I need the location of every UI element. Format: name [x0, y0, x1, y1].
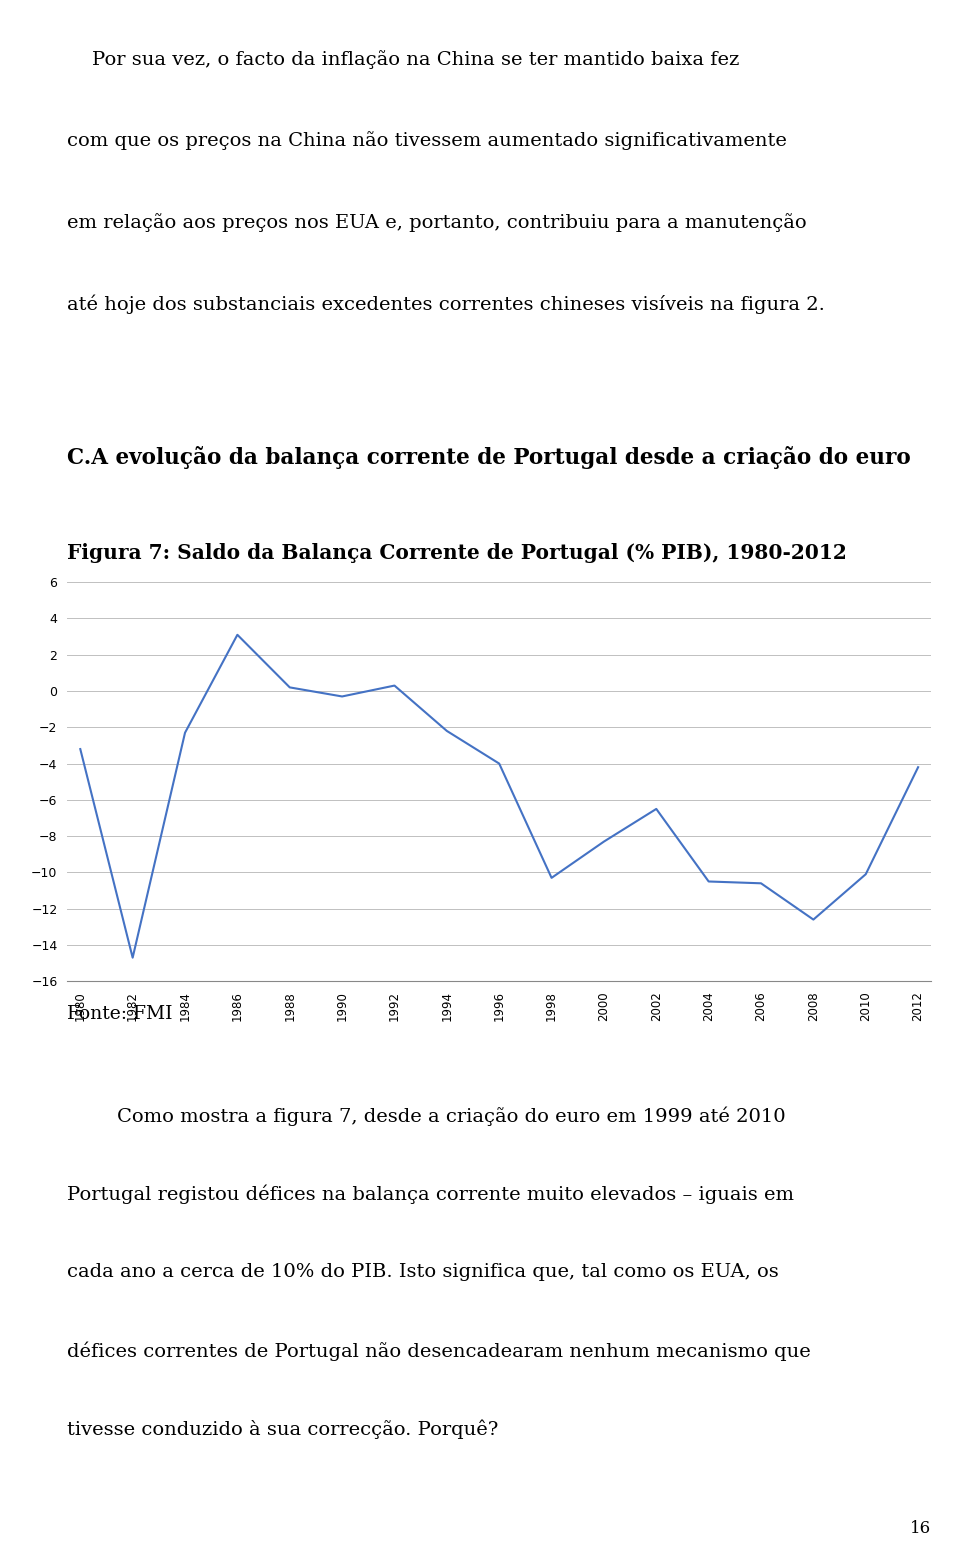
Text: Por sua vez, o facto da inflação na China se ter mantido baixa fez: Por sua vez, o facto da inflação na Chin…: [67, 50, 739, 69]
Text: Figura 7: Saldo da Balança Corrente de Portugal (% PIB), 1980-2012: Figura 7: Saldo da Balança Corrente de P…: [67, 543, 847, 563]
Text: Como mostra a figura 7, desde a criação do euro em 1999 até 2010: Como mostra a figura 7, desde a criação …: [67, 1106, 786, 1125]
Text: em relação aos preços nos EUA e, portanto, contribuiu para a manutenção: em relação aos preços nos EUA e, portant…: [67, 213, 806, 232]
Text: Portugal registou défices na balança corrente muito elevados – iguais em: Portugal registou défices na balança cor…: [67, 1185, 794, 1203]
Text: C.A evolução da balança corrente de Portugal desde a criação do euro: C.A evolução da balança corrente de Port…: [67, 446, 911, 470]
Text: défices correntes de Portugal não desencadearam nenhum mecanismo que: défices correntes de Portugal não desenc…: [67, 1341, 811, 1360]
Text: até hoje dos substanciais excedentes correntes chineses visíveis na figura 2.: até hoje dos substanciais excedentes cor…: [67, 294, 825, 313]
Text: tivesse conduzido à sua correcção. Porquê?: tivesse conduzido à sua correcção. Porqu…: [67, 1419, 498, 1438]
Text: 16: 16: [910, 1520, 931, 1537]
Text: Fonte: FMI: Fonte: FMI: [67, 1005, 173, 1024]
Text: cada ano a cerca de 10% do PIB. Isto significa que, tal como os EUA, os: cada ano a cerca de 10% do PIB. Isto sig…: [67, 1263, 779, 1282]
Text: com que os preços na China não tivessem aumentado significativamente: com que os preços na China não tivessem …: [67, 131, 787, 150]
